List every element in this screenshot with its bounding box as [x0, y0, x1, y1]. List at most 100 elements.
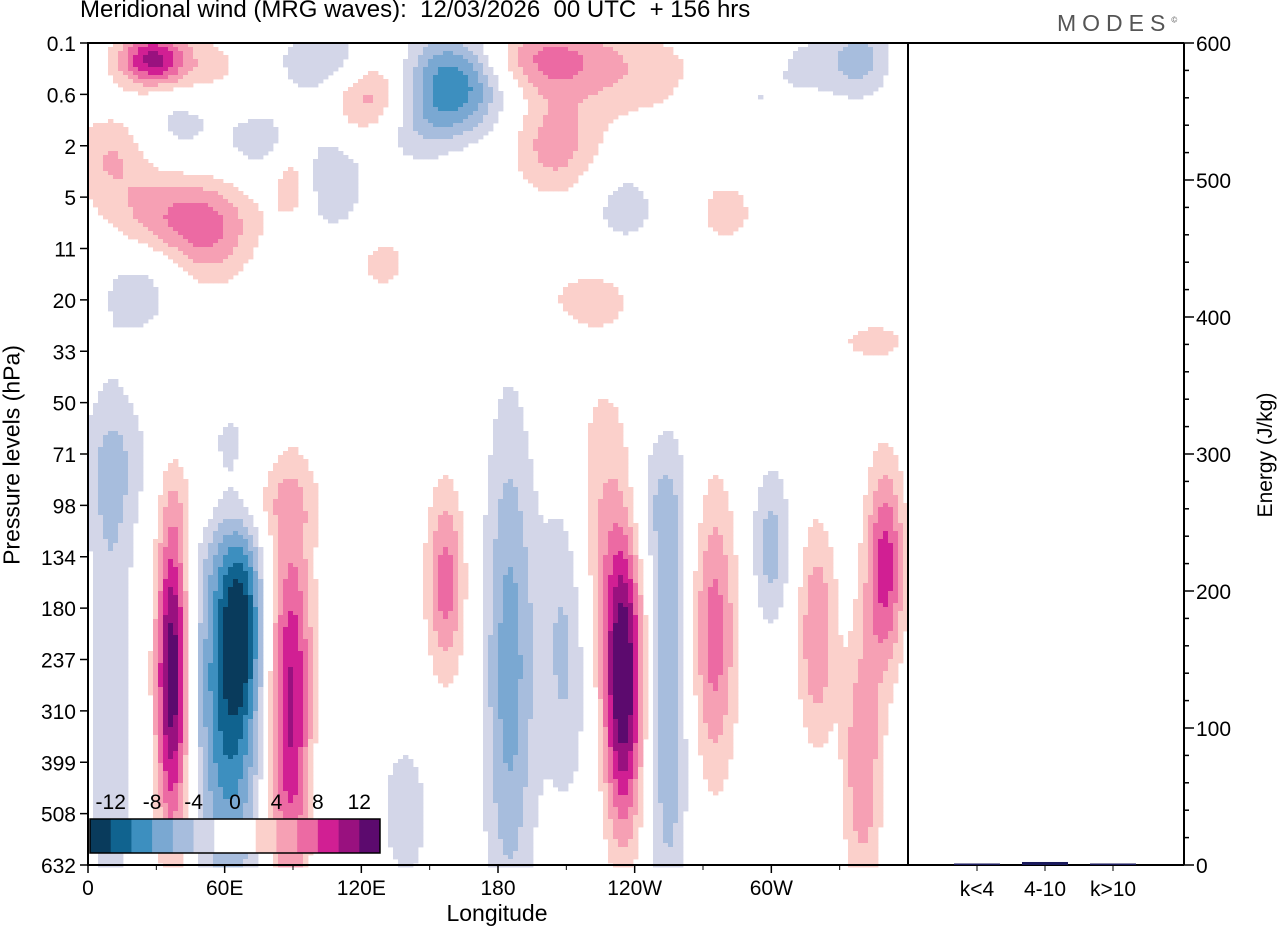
heatmap-cell [458, 83, 464, 88]
heatmap-cell [263, 131, 269, 136]
heatmap-cell [138, 151, 144, 156]
heatmap-cell [183, 483, 189, 488]
heatmap-cell [163, 187, 169, 192]
heatmap-cell [483, 91, 489, 96]
heatmap-cell [878, 71, 884, 76]
heatmap-cell [373, 99, 379, 104]
heatmap-cell [103, 455, 109, 460]
heatmap-cell [333, 155, 339, 160]
heatmap-cell [888, 447, 894, 452]
heatmap-cell [393, 251, 399, 256]
heatmap-cell [333, 191, 339, 196]
heatmap-cell [143, 179, 149, 184]
heatmap-cell [613, 291, 619, 296]
heatmap-cell [368, 75, 374, 80]
heatmap-cell [538, 155, 544, 160]
heatmap-cell [143, 87, 149, 92]
heatmap-cell [653, 87, 659, 92]
heatmap-cell [493, 455, 499, 460]
heatmap-cell [608, 63, 614, 68]
heatmap-cell [298, 79, 304, 84]
heatmap-cell [578, 67, 584, 72]
heatmap-cell [668, 459, 674, 464]
heatmap-cell [613, 475, 619, 480]
heatmap-cell [148, 223, 154, 228]
heatmap-cell [193, 275, 199, 280]
heatmap-cell [208, 271, 214, 276]
heatmap-cell [183, 215, 189, 220]
heatmap-cell [98, 451, 104, 456]
heatmap-cell [678, 459, 684, 464]
heatmap-cell [608, 463, 614, 468]
heatmap-cell [103, 207, 109, 212]
heatmap-cell [148, 211, 154, 216]
heatmap-cell [253, 219, 259, 224]
heatmap-cell [263, 495, 269, 500]
heatmap-cell [173, 231, 179, 236]
heatmap-cell [343, 159, 349, 164]
heatmap-cell [198, 259, 204, 264]
heatmap-cell [368, 71, 374, 76]
heatmap-cell [453, 99, 459, 104]
heatmap-cell [288, 51, 294, 56]
heatmap-cell [438, 111, 444, 116]
heatmap-cell [483, 119, 489, 124]
heatmap-cell [163, 87, 169, 92]
heatmap-cell [588, 147, 594, 152]
heatmap-cell [278, 487, 284, 492]
heatmap-cell [448, 495, 454, 500]
heatmap-cell [643, 63, 649, 68]
heatmap-cell [883, 331, 889, 336]
heatmap-cell [158, 43, 164, 48]
heatmap-cell [523, 139, 529, 144]
heatmap-cell [498, 103, 504, 108]
heatmap-cell [553, 151, 559, 156]
heatmap-cell [138, 443, 144, 448]
heatmap-cell [563, 47, 569, 52]
heatmap-cell [743, 207, 749, 212]
heatmap-cell [208, 267, 214, 272]
heatmap-cell [368, 91, 374, 96]
heatmap-cell [213, 235, 219, 240]
heatmap-cell [573, 59, 579, 64]
heatmap-cell [783, 71, 789, 76]
heatmap-cell [293, 63, 299, 68]
heatmap-cell [338, 183, 344, 188]
heatmap-cell [253, 131, 259, 136]
heatmap-cell [623, 103, 629, 108]
heatmap-cell [673, 487, 679, 492]
heatmap-cell [588, 95, 594, 100]
heatmap-cell [518, 443, 524, 448]
heatmap-cell [468, 51, 474, 56]
heatmap-cell [558, 131, 564, 136]
heatmap-cell [423, 155, 429, 160]
heatmap-cell [468, 99, 474, 104]
heatmap-cell [618, 51, 624, 56]
heatmap-cell [623, 495, 629, 500]
heatmap-cell [428, 99, 434, 104]
heatmap-cell [103, 131, 109, 136]
heatmap-cell [583, 291, 589, 296]
heatmap-cell [873, 491, 879, 496]
heatmap-cell [268, 495, 274, 500]
heatmap-cell [183, 255, 189, 260]
heatmap-cell [153, 55, 159, 60]
heatmap-cell [868, 55, 874, 60]
heatmap-cell [163, 503, 169, 508]
heatmap-cell [168, 227, 174, 232]
heatmap-cell [133, 175, 139, 180]
heatmap-cell [238, 123, 244, 128]
heatmap-cell [678, 499, 684, 504]
heatmap-cell [198, 55, 204, 60]
heatmap-cell [543, 183, 549, 188]
heatmap-cell [593, 315, 599, 320]
heatmap-cell [588, 103, 594, 108]
heatmap-cell [243, 223, 249, 228]
heatmap-cell [123, 495, 129, 500]
heatmap-cell [288, 475, 294, 480]
heatmap-cell [178, 43, 184, 48]
heatmap-cell [113, 207, 119, 212]
heatmap-cell [603, 407, 609, 412]
heatmap-cell [803, 59, 809, 64]
heatmap-cell [128, 495, 134, 500]
